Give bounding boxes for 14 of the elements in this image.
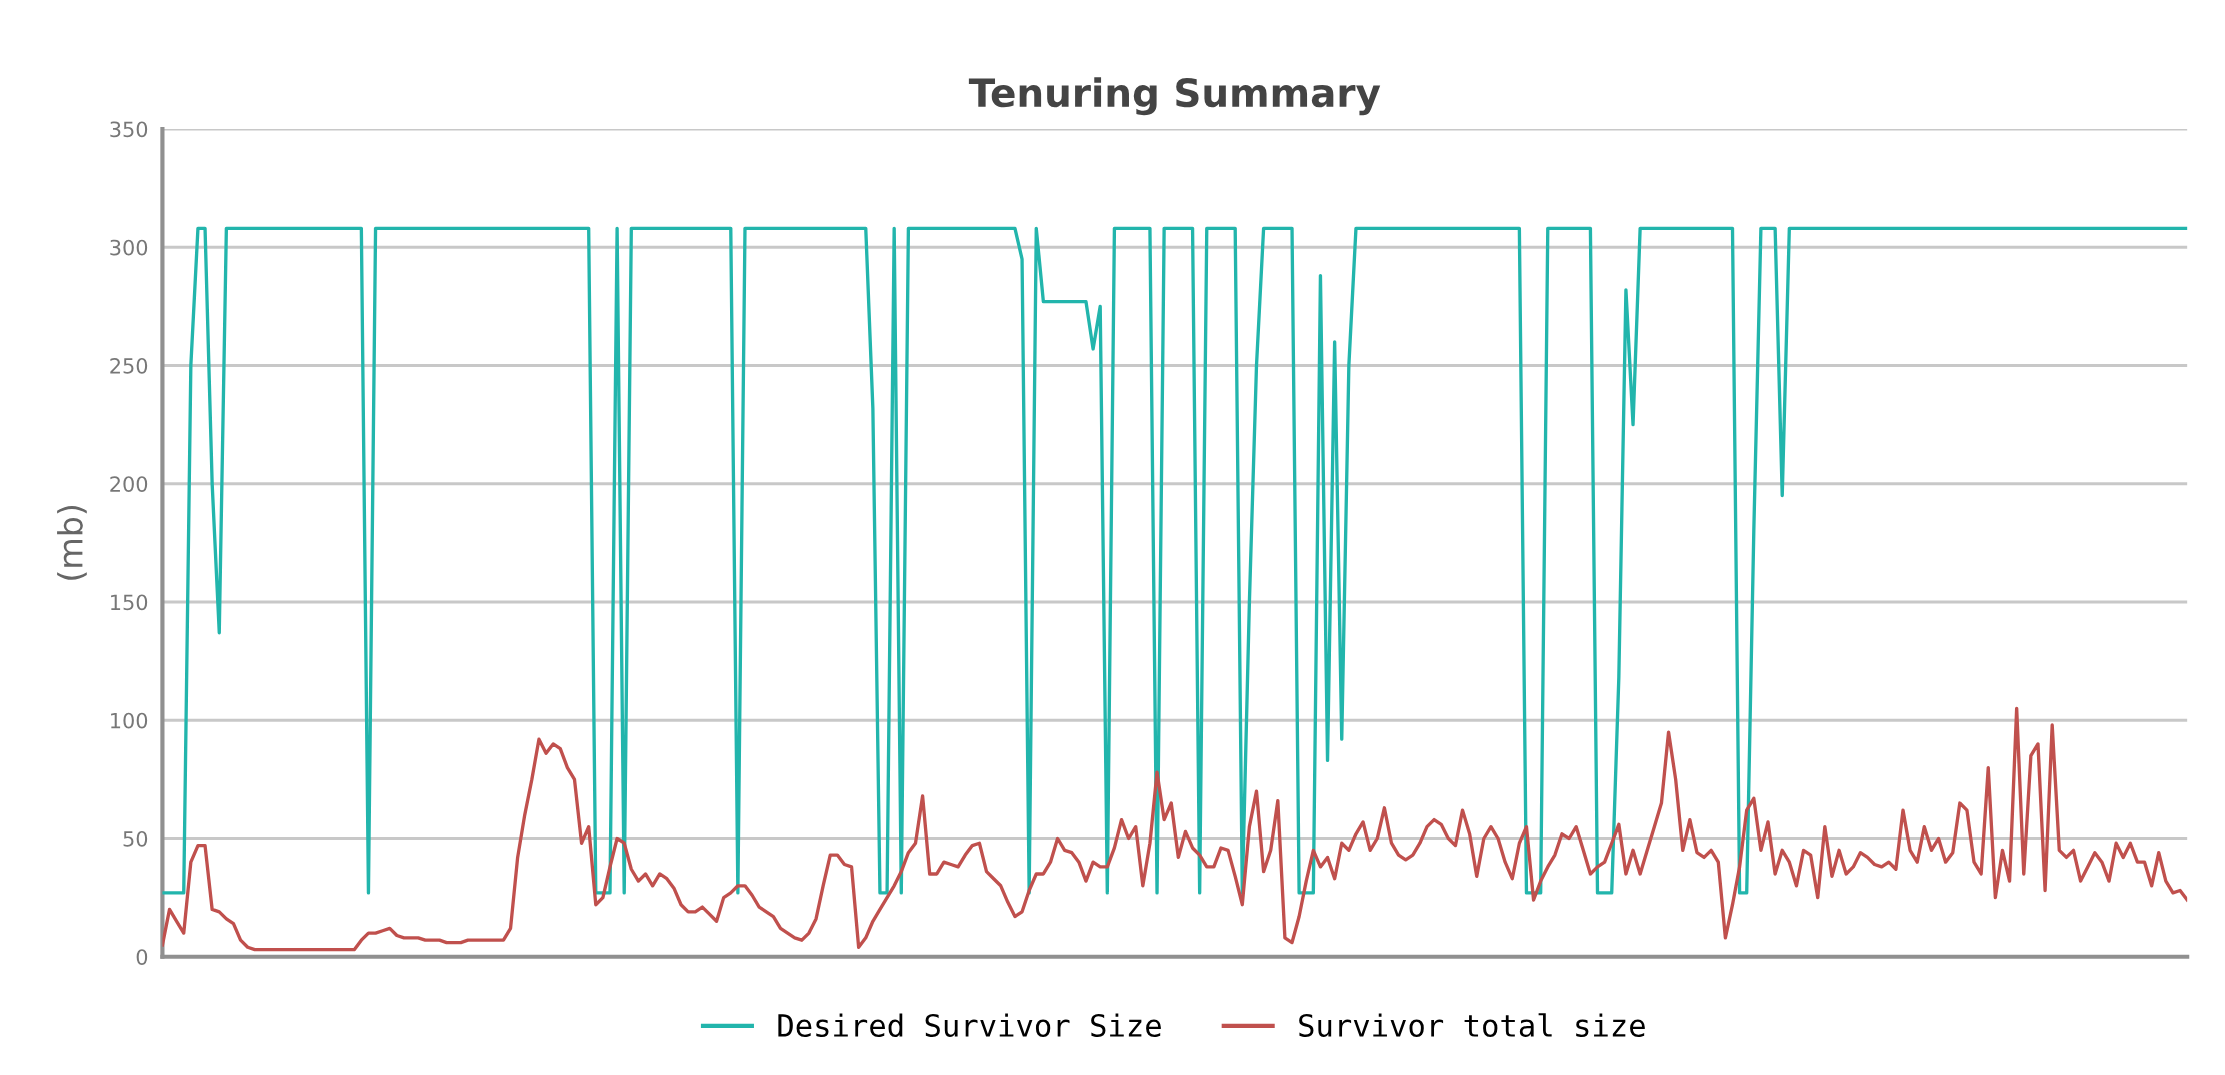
y-tick-label: 0 [136,949,148,965]
line-series [162,226,2188,895]
legend-label: Desired Survivor Size [778,1013,1161,1038]
y-tick-label: 150 [111,594,148,611]
y-tick-label: 250 [110,357,148,374]
y-axis-title: (mb) [57,505,87,580]
y-tick-label: 350 [110,121,148,138]
y-tick-label: 300 [110,239,148,256]
legend-label: Survivor total size [1299,1013,1645,1038]
y-tick-label: 50 [123,830,148,847]
line-series [162,706,2188,952]
y-tick-label: 200 [110,476,148,492]
chart-title: Tenuring Summary [968,77,1381,116]
y-tick-label: 100 [111,712,148,729]
